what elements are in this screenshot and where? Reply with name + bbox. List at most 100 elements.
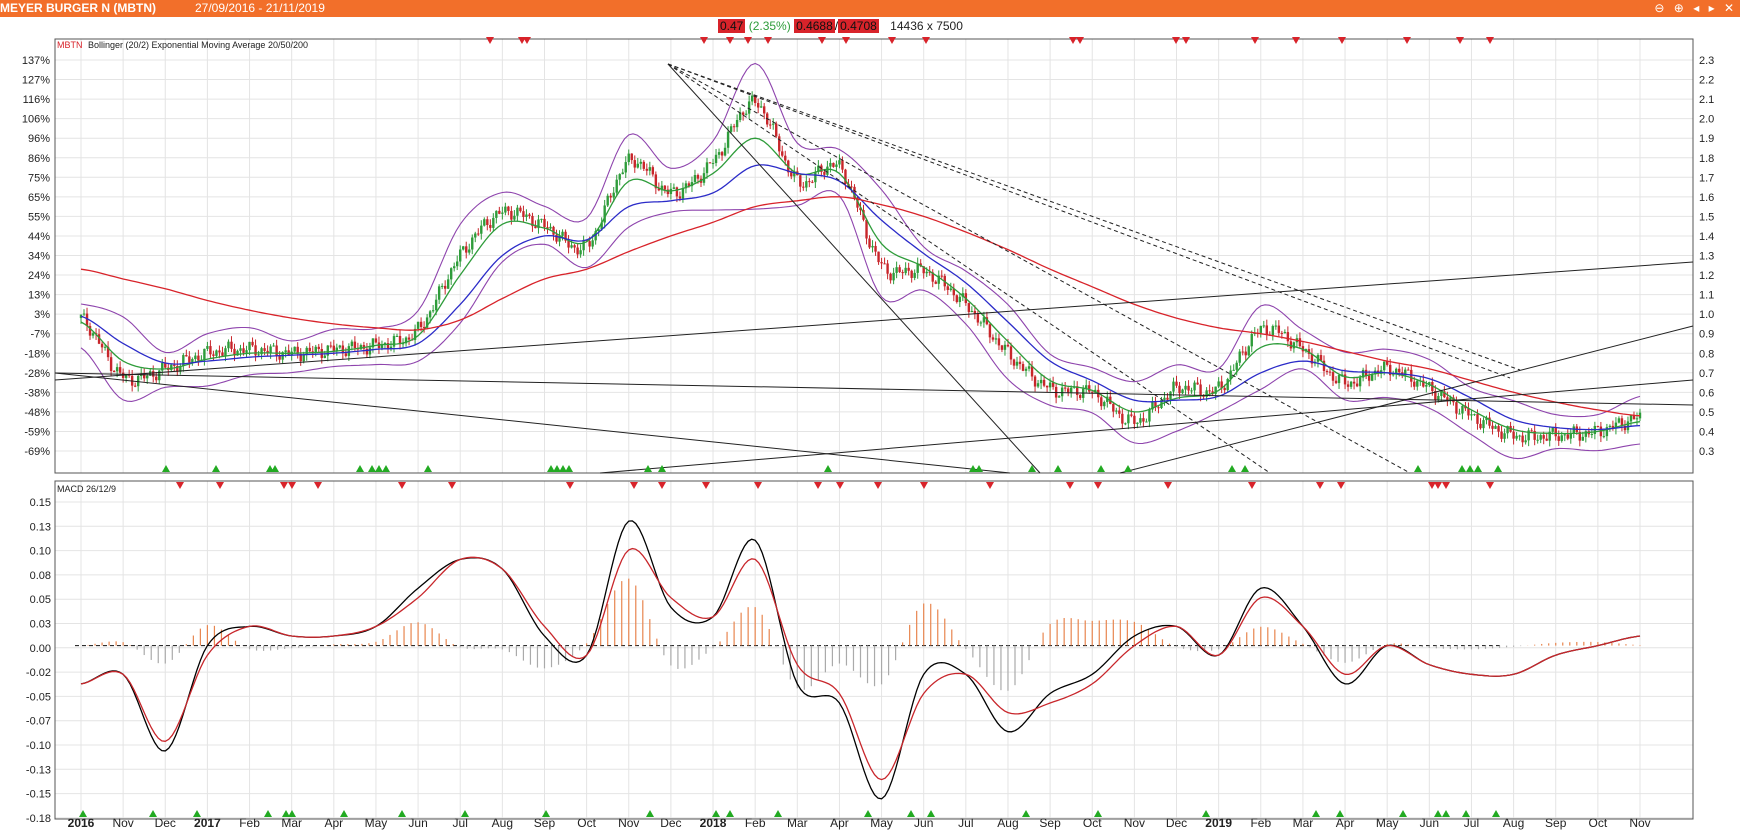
candle-body: [582, 239, 585, 251]
sell-marker: [288, 482, 296, 489]
candle-body: [838, 160, 841, 165]
zoom-out-icon[interactable]: ⊖: [1654, 1, 1665, 15]
sell-marker: [216, 482, 224, 489]
candle-body: [1244, 351, 1247, 356]
macd-tick-label: -0.07: [26, 716, 51, 728]
candle-body: [1539, 435, 1542, 440]
macd-panel-label: MACD 26/12/9: [57, 484, 116, 494]
candle-body: [675, 187, 679, 197]
candle-body: [1334, 380, 1338, 384]
candle-body: [723, 147, 727, 156]
candle-body: [934, 281, 937, 284]
price-panel-frame: [54, 38, 1694, 474]
candle-body: [678, 196, 682, 199]
candle-body: [1395, 368, 1398, 375]
candle-body: [1485, 417, 1488, 421]
candle-body: [471, 237, 474, 250]
candle-body: [194, 355, 197, 360]
candle-body: [347, 346, 351, 356]
sell-marker: [888, 37, 896, 44]
sell-marker: [1434, 482, 1442, 489]
candle-body: [735, 120, 739, 128]
sell-marker: [1292, 37, 1300, 44]
right-tick-label: 0.5: [1699, 407, 1714, 419]
candle-body: [1410, 369, 1413, 382]
candle-body: [660, 185, 664, 191]
sell-marker: [814, 482, 822, 489]
candle-body: [1398, 368, 1401, 373]
trend-line: [667, 63, 1521, 371]
candle-body: [970, 310, 974, 313]
candle-body: [329, 345, 333, 347]
candle-body: [519, 207, 522, 212]
left-tick-label: 127%: [22, 75, 50, 87]
candle-body: [874, 245, 877, 252]
candle-body: [1265, 325, 1269, 335]
candle-body: [681, 188, 685, 199]
candle-body: [630, 153, 633, 161]
sell-marker: [1338, 37, 1346, 44]
candle-body: [1482, 420, 1485, 429]
scroll-right-icon[interactable]: ▸: [1708, 1, 1715, 15]
candle-body: [1006, 344, 1010, 347]
candle-body: [1196, 382, 1199, 385]
candle-body: [741, 112, 745, 115]
sell-marker: [764, 37, 772, 44]
candle-body: [1437, 396, 1440, 401]
candle-body: [227, 341, 230, 349]
candle-body: [892, 272, 895, 281]
right-tick-label: 1.8: [1699, 153, 1714, 165]
buy-marker: [1462, 810, 1470, 817]
close-icon[interactable]: ✕: [1723, 1, 1734, 15]
candle-body: [826, 166, 829, 175]
candle-body: [973, 310, 977, 314]
x-tick-label: Sep: [1039, 816, 1061, 830]
candle-body: [446, 279, 450, 289]
x-tick-label: Nov: [112, 816, 133, 830]
candle-body: [555, 234, 558, 242]
candle-body: [1413, 381, 1416, 387]
x-tick-label: Mar: [281, 816, 302, 830]
candle-body: [1542, 435, 1545, 439]
candle-body: [672, 187, 676, 189]
candle-body: [567, 240, 570, 248]
scroll-left-icon[interactable]: ◂: [1693, 1, 1700, 15]
candle-body: [802, 186, 805, 188]
candle-body: [477, 233, 480, 235]
candle-body: [1635, 418, 1639, 420]
candle-body: [793, 171, 796, 177]
buy-marker: [1097, 465, 1105, 472]
sell-marker: [1486, 482, 1494, 489]
x-tick-label: 2017: [194, 816, 221, 830]
candle-body: [1088, 385, 1091, 392]
candle-body: [1115, 410, 1118, 412]
candle-body: [1337, 374, 1341, 384]
buy-marker: [1442, 810, 1450, 817]
macd-tick-label: 0.08: [30, 570, 51, 582]
candle-body: [1148, 409, 1151, 422]
buy-marker: [340, 810, 348, 817]
date-range[interactable]: 27/09/2016 - 21/11/2019: [195, 1, 325, 15]
candle-body: [371, 338, 375, 348]
zoom-in-icon[interactable]: ⊕: [1673, 1, 1684, 15]
x-tick-label: 2018: [700, 816, 727, 830]
bollinger-lower: [80, 190, 1641, 460]
left-tick-label: 34%: [28, 251, 50, 263]
candle-body: [248, 341, 251, 351]
buy-marker: [193, 810, 201, 817]
candle-body: [1491, 425, 1494, 429]
candle-body: [729, 126, 733, 132]
candle-body: [1443, 391, 1446, 398]
candle-body: [868, 238, 871, 248]
candle-body: [1232, 369, 1235, 371]
candle-body: [952, 288, 955, 296]
candle-body: [696, 175, 700, 179]
sell-marker: [314, 482, 322, 489]
candle-body: [1079, 395, 1082, 398]
left-tick-label: 116%: [23, 94, 51, 106]
sell-marker: [1172, 37, 1180, 44]
candle-body: [534, 226, 537, 229]
candle-body: [1626, 421, 1630, 431]
candle-body: [543, 218, 546, 228]
